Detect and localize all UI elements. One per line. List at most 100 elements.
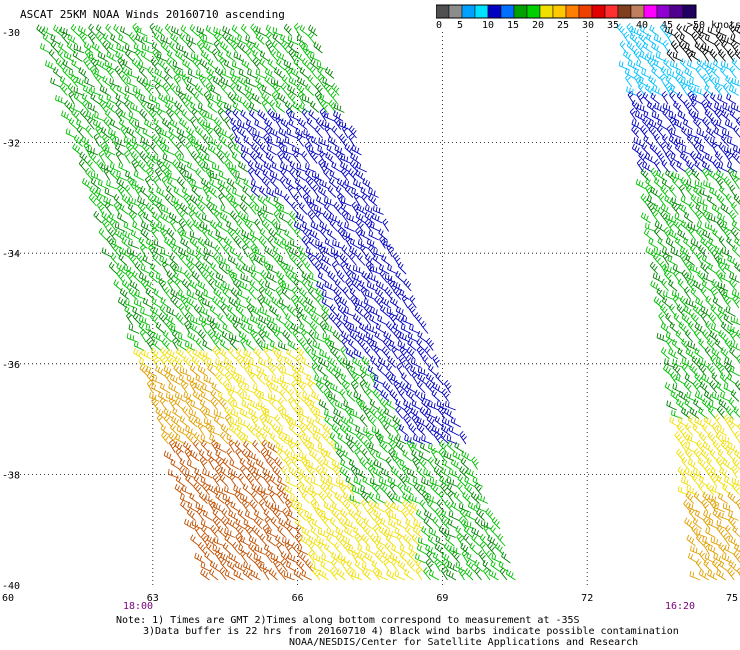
wind-barb: [684, 67, 695, 79]
wind-barb: [727, 442, 738, 453]
wind-barb: [287, 553, 299, 564]
wind-barb: [425, 423, 434, 436]
wind-barb: [301, 526, 312, 538]
wind-barb: [152, 211, 162, 224]
wind-barb: [731, 201, 739, 215]
wind-barb: [426, 494, 438, 504]
wind-barb: [310, 135, 321, 147]
wind-barb: [144, 83, 153, 96]
wind-barb: [62, 59, 73, 71]
wind-barb: [333, 294, 342, 309]
wind-barb: [147, 329, 156, 343]
wind-barb: [272, 423, 281, 436]
wind-barb: [228, 269, 236, 283]
wind-barb: [272, 32, 282, 45]
wind-barb: [210, 262, 220, 275]
wind-barb: [241, 400, 252, 411]
wind-barb: [320, 560, 331, 572]
wind-barb: [348, 168, 357, 181]
wind-barb: [726, 161, 738, 173]
wind-barb: [690, 312, 700, 326]
wind-barb: [368, 442, 380, 453]
wind-barb: [315, 465, 324, 479]
wind-barb: [323, 501, 334, 513]
wind-barb: [355, 517, 365, 530]
wind-barb: [255, 69, 267, 79]
wind-barb: [202, 340, 213, 351]
wind-barb: [322, 431, 331, 445]
wind-barb: [193, 439, 201, 453]
wind-barb: [376, 535, 387, 547]
wind-barb: [690, 238, 701, 249]
wind-barb: [727, 324, 739, 334]
wind-barb: [281, 281, 293, 292]
wind-barb: [404, 568, 414, 581]
wind-barb: [216, 235, 225, 249]
wind-barb: [284, 356, 295, 368]
wind-barb: [272, 252, 281, 266]
wind-barb: [185, 304, 194, 317]
wind-barb: [696, 439, 704, 453]
wind-barb: [269, 474, 280, 487]
wind-barb: [108, 128, 119, 139]
wind-barb: [182, 278, 191, 292]
wind-barb: [681, 363, 690, 377]
wind-barb: [236, 84, 246, 96]
wind-barb: [140, 185, 150, 198]
wind-barb: [169, 374, 181, 385]
wind-barb: [340, 330, 351, 343]
wind-barb: [462, 491, 472, 504]
wind-barb: [275, 286, 284, 300]
colorbar-label: >50 knots: [687, 20, 740, 31]
wind-barb: [340, 459, 351, 470]
wind-barb: [190, 150, 199, 164]
wind-barb: [699, 381, 709, 394]
wind-barb: [337, 227, 346, 241]
wind-barb: [434, 558, 442, 572]
wind-barb: [427, 534, 438, 547]
wind-barb: [265, 39, 273, 54]
wind-barb: [307, 74, 316, 88]
wind-barb: [314, 374, 325, 385]
wind-barb: [345, 519, 356, 530]
wind-barb: [301, 569, 312, 581]
wind-barb: [318, 186, 328, 198]
wind-barb: [199, 491, 208, 504]
wind-barb: [431, 389, 441, 402]
wind-barb: [191, 137, 202, 147]
wind-barb: [676, 91, 686, 105]
wind-barb: [227, 141, 235, 156]
wind-barb: [377, 414, 386, 428]
wind-barb: [186, 40, 196, 54]
wind-barb: [42, 33, 53, 45]
wind-barb: [438, 490, 446, 504]
wind-barb: [361, 193, 369, 207]
wind-barb: [651, 111, 663, 122]
wind-barb: [190, 400, 201, 411]
wind-barb: [346, 269, 354, 283]
wind-barb: [302, 192, 310, 207]
colorbar-label: 20: [532, 20, 545, 31]
wind-barb: [197, 159, 206, 173]
wind-barb: [290, 67, 301, 79]
wind-barb: [235, 304, 245, 317]
wind-barb: [146, 379, 154, 394]
wind-barb: [714, 82, 723, 96]
wind-barb: [182, 406, 191, 419]
wind-barb: [666, 49, 675, 62]
wind-barb: [403, 399, 414, 411]
wind-barb: [223, 236, 233, 249]
wind-barb: [725, 524, 733, 538]
wind-barb: [119, 288, 130, 300]
wind-barb: [120, 110, 131, 122]
wind-barb: [178, 373, 189, 385]
wind-barb: [149, 22, 157, 37]
wind-barb: [712, 228, 722, 241]
wind-barb: [402, 492, 412, 504]
wind-barb: [431, 425, 443, 436]
wind-barb: [274, 457, 283, 470]
wind-barb: [729, 366, 740, 377]
wind-barb: [331, 558, 339, 572]
wind-barb: [50, 40, 60, 54]
wind-barb: [255, 458, 266, 470]
